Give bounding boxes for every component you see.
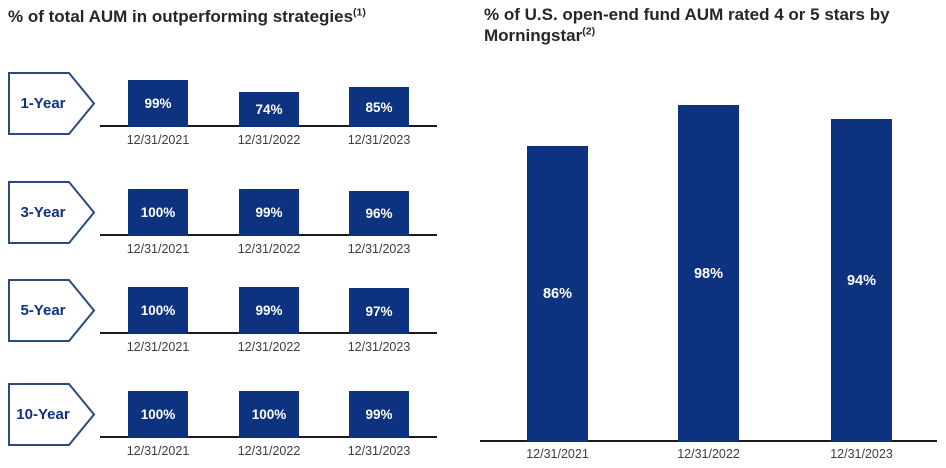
period-arrow-label-1-year: 1-Year: [20, 95, 66, 112]
left-chart-footnote-marker: (1): [353, 6, 366, 19]
right-chart-footnote-marker: (2): [582, 25, 596, 38]
x-axis-date-label: 12/31/2023: [347, 133, 411, 147]
x-axis-date-label: 12/31/2022: [237, 444, 301, 458]
right-pointing-arrow-shape-icon: [8, 383, 96, 446]
bar-10-year-12/31/2022: 100%: [239, 391, 299, 438]
bar-10-year-12/31/2023: 99%: [349, 391, 409, 438]
bar-3-year-12/31/2021: 100%: [128, 189, 188, 236]
period-arrow-label-3-year: 3-Year: [20, 204, 66, 221]
x-axis-date-label: 12/31/2022: [677, 447, 740, 461]
x-axis-date-label: 12/31/2021: [126, 444, 190, 458]
x-axis-date-label: 12/31/2023: [347, 444, 411, 458]
bar-value-label: 86%: [542, 286, 573, 302]
bar-1-year-12/31/2022: 74%: [239, 92, 299, 127]
bar-5-year-12/31/2021: 100%: [128, 287, 188, 334]
x-axis-date-label: 12/31/2022: [237, 340, 301, 354]
bar-value-label: 85%: [365, 99, 393, 115]
x-axis-date-label: 12/31/2023: [347, 340, 411, 354]
left-chart-title-text: % of total AUM in outperforming strategi…: [8, 7, 354, 26]
right-chart-area: 86% 12/31/2021 98% 12/31/2022 94% 12/31/2023: [473, 0, 946, 468]
bar-3-year-12/31/2022: 99%: [239, 189, 299, 236]
right-pointing-arrow-shape-icon: [8, 72, 96, 135]
period-arrow-label-10-year: 10-Year: [16, 406, 70, 423]
bar-value-label: 99%: [255, 205, 283, 220]
bar-value-label: 99%: [144, 96, 172, 111]
period-arrow-10-year: 10-Year: [8, 383, 96, 446]
bar-10-year-12/31/2021: 100%: [128, 391, 188, 438]
right-chart-title: % of U.S. open-end fund AUM rated 4 or 5…: [484, 4, 929, 47]
right-pointing-arrow-shape-icon: [8, 181, 96, 244]
bar-1-year-12/31/2021: 99%: [128, 80, 188, 127]
x-axis-date-label: 12/31/2022: [237, 133, 301, 147]
period-arrow-5-year: 5-Year: [8, 279, 96, 342]
x-axis-date-label: 12/31/2021: [526, 447, 589, 461]
left-chart-title: % of total AUM in outperforming strategi…: [8, 6, 458, 27]
bar-12/31/2022: 98%: [678, 105, 739, 442]
bar-5-year-12/31/2022: 99%: [239, 287, 299, 334]
x-axis-date-label: 12/31/2022: [237, 242, 301, 256]
bar-value-label: 94%: [846, 272, 877, 289]
bar-value-label: 100%: [140, 205, 176, 220]
bar-value-label: 74%: [255, 102, 283, 117]
bar-5-year-12/31/2023: 97%: [349, 288, 409, 334]
bar-value-label: 100%: [140, 407, 176, 422]
bar-12/31/2021: 86%: [527, 146, 588, 442]
right-pointing-arrow-shape-icon: [8, 279, 96, 342]
bar-value-label: 100%: [251, 407, 287, 422]
bar-value-label: 100%: [140, 303, 176, 318]
right-chart-title-text: % of U.S. open-end fund AUM rated 4 or 5…: [484, 5, 890, 46]
bar-value-label: 99%: [365, 407, 393, 422]
x-axis-date-label: 12/31/2021: [126, 340, 190, 354]
left-chart-area: 1-Year 99% 12/31/2021 74% 12/31/2022 85% 12/31…: [8, 72, 437, 458]
bar-1-year-12/31/2023: 85%: [349, 87, 409, 127]
bar-value-label: 97%: [365, 303, 393, 319]
bar-value-label: 98%: [693, 265, 724, 282]
period-arrow-3-year: 3-Year: [8, 181, 96, 244]
bar-3-year-12/31/2023: 96%: [349, 191, 409, 236]
period-arrow-1-year: 1-Year: [8, 72, 96, 135]
x-axis-date-label: 12/31/2023: [347, 242, 411, 256]
bar-value-label: 99%: [255, 303, 283, 318]
bar-value-label: 96%: [365, 206, 393, 221]
period-arrow-label-5-year: 5-Year: [20, 302, 66, 319]
x-axis-date-label: 12/31/2021: [126, 133, 190, 147]
x-axis-date-label: 12/31/2023: [830, 447, 893, 461]
x-axis-date-label: 12/31/2021: [126, 242, 190, 256]
bar-12/31/2023: 94%: [831, 119, 892, 442]
